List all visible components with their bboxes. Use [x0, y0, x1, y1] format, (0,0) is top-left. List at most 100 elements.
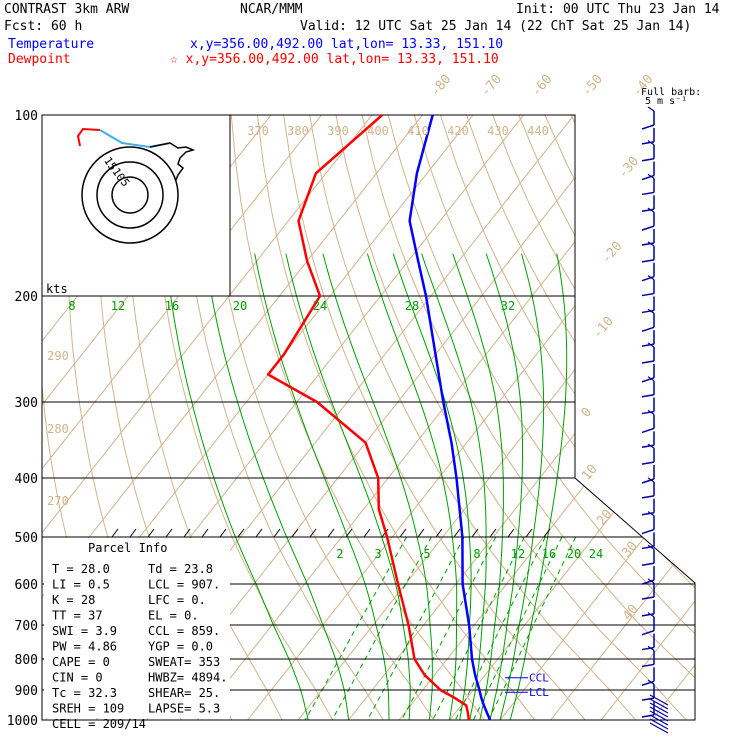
barb-legend-unit: 5 m s⁻¹: [645, 96, 687, 107]
dry-adiabat-line: [439, 115, 695, 720]
hatch-mark: [507, 528, 515, 538]
dry-adiabat-line: [361, 115, 695, 720]
hatch-mark: [273, 528, 281, 538]
wind-barb: [641, 443, 655, 465]
hodograph-unit: kts: [46, 282, 68, 296]
marker-label-lcl: LCL: [529, 686, 549, 699]
dewpoint-profile: [266, 114, 471, 721]
wind-barb: [641, 498, 655, 516]
dry-adiabat-line: [152, 115, 334, 720]
wind-barb: [641, 229, 655, 246]
wind-barb: [641, 599, 655, 617]
parcel-info-cell: CIN = 0: [52, 671, 103, 685]
isotherm-line: [196, 115, 676, 720]
hatch-mark: [543, 528, 551, 538]
wind-barb: [641, 140, 655, 162]
parcel-info-cell: SHEAR= 25.: [148, 686, 220, 700]
mixing-ratio-line: [472, 536, 563, 720]
theta-label: 440: [527, 124, 549, 138]
wind-barbs: [641, 106, 669, 734]
parcel-info-cell: LAPSE= 5.3: [148, 702, 220, 716]
hatch-mark: [363, 528, 371, 538]
dry-adiabat-line: [335, 115, 687, 720]
parcel-info-cell: CAPE = 0: [52, 655, 110, 669]
parcel-info-cell: LI = 0.5: [52, 578, 110, 592]
hatch-mark: [489, 528, 497, 538]
wind-barb: [641, 296, 655, 314]
isotherm-label: -60: [529, 72, 556, 100]
pressure-tick-label: 200: [15, 290, 38, 305]
parcel-info-cell: LCL = 907.: [148, 578, 220, 592]
dry-adiabat-line: [622, 115, 695, 720]
mixing-ratio-line: [454, 536, 546, 720]
moist-label: 28: [405, 299, 419, 313]
moist-adiabat-line: [499, 253, 545, 720]
moist-label: 20: [233, 299, 247, 313]
mixing-ratio-line: [488, 536, 577, 720]
isotherm-line: [651, 115, 695, 720]
isotherm-label: -10: [590, 314, 617, 342]
theta-label: 390: [327, 124, 349, 138]
moist-label: 12: [111, 299, 125, 313]
moist-label: 16: [165, 299, 179, 313]
dry-adiabat-line: [309, 115, 637, 720]
parcel-info-cell: K = 28: [52, 593, 95, 607]
theta-label: 280: [47, 422, 69, 436]
wind-barb: [641, 342, 655, 364]
hodograph-ring-label: 10: [109, 166, 127, 184]
mixing-ratio-line: [304, 536, 408, 720]
isotherm-line: [449, 115, 695, 720]
parcel-info-cell: YGP = 0.0: [148, 640, 213, 654]
wind-barb: [641, 275, 655, 297]
hodograph-ring: [111, 176, 149, 214]
wind-barb: [641, 127, 655, 145]
wind-barb: [641, 376, 655, 398]
mixing-ratio-label: 24: [589, 547, 603, 561]
theta-label: 370: [247, 124, 269, 138]
wind-barb: [641, 409, 655, 434]
pressure-tick-label: 1000: [7, 714, 38, 729]
moist-adiabat-line: [204, 253, 350, 720]
mixing-ratio-label: 8: [473, 547, 480, 561]
isotherm-label: -70: [478, 72, 505, 100]
hatch-mark: [417, 528, 425, 538]
wind-barb: [641, 173, 655, 196]
pressure-tick-label: 100: [15, 109, 38, 124]
isotherm-line: [297, 115, 695, 720]
isotherm-line: [42, 115, 423, 720]
hodograph-background: [42, 115, 230, 296]
wind-barb: [641, 207, 655, 231]
mixing-ratio-label: 5: [423, 547, 430, 561]
wind-barb: [641, 161, 655, 181]
parcel-info-cell: HWBZ= 4894.: [148, 671, 227, 685]
marker-label-ccl: CCL: [529, 672, 549, 685]
product-title: CONTRAST 3km ARW: [4, 2, 129, 17]
wind-barb: [641, 262, 655, 282]
wind-barb: [641, 511, 655, 535]
wind-barb: [641, 465, 655, 484]
moist-adiabat-line: [509, 253, 568, 720]
theta-label: 430: [487, 124, 509, 138]
moist-adiabat-line: [485, 253, 523, 720]
hodograph-trace-high: [149, 142, 196, 181]
pressure-tick-label: 400: [15, 472, 38, 487]
isotherm-line: [42, 115, 373, 720]
isotherm-label: 10: [579, 462, 601, 484]
moist-label: 24: [313, 299, 327, 313]
dry-adiabat-line: [413, 115, 695, 720]
dewpoint-location: ☆ x,y=356.00,492.00 lat,lon= 13.33, 151.…: [170, 52, 499, 67]
dry-adiabat-line: [570, 115, 695, 720]
hatch-mark: [345, 528, 353, 538]
wind-barb: [641, 308, 655, 332]
theta-label: 410: [407, 124, 429, 138]
valid-time: Valid: 12 UTC Sat 25 Jan 14 (22 ChT Sat …: [300, 19, 691, 34]
hodograph-trace-low: [76, 127, 101, 147]
dry-adiabat-line: [675, 115, 695, 720]
wind-barb: [641, 106, 655, 130]
hatch-mark: [453, 528, 461, 538]
pressure-tick-label: 800: [15, 653, 38, 668]
moist-adiabat-line: [285, 253, 411, 720]
